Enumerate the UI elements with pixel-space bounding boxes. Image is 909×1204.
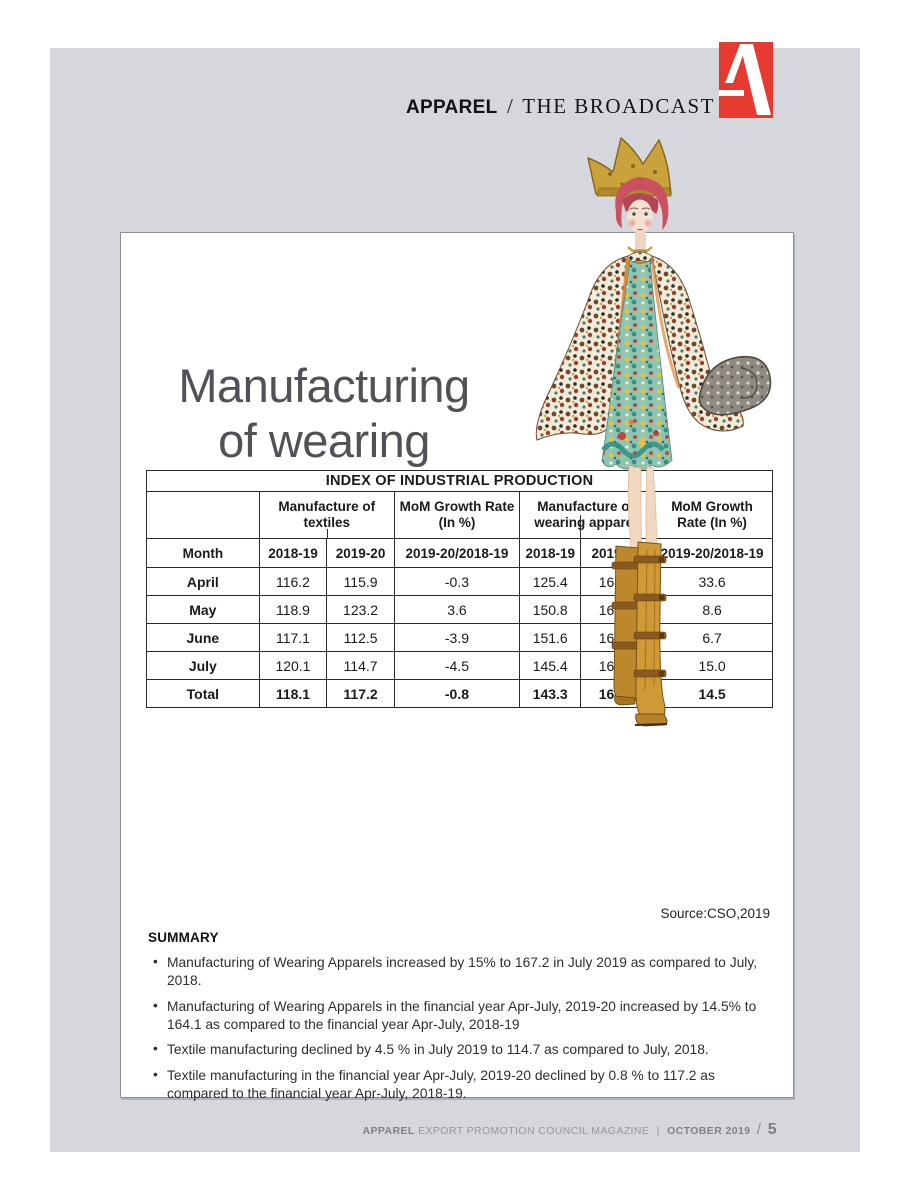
table-row: June 117.1 112.5 -3.9 151.6 161.7 6.7 — [146, 623, 773, 652]
group-header-apparel: Manufacture of wearing apparel — [519, 491, 653, 539]
iip-table: INDEX OF INDUSTRIAL PRODUCTION Manufactu… — [146, 470, 773, 708]
summary-bullet: Manufacturing of Wearing Apparels in the… — [148, 997, 768, 1035]
footer-divider: | — [656, 1125, 660, 1137]
table-cell: 14.5 — [651, 679, 773, 708]
footer-slash: / — [756, 1121, 762, 1138]
column-header-month: Month — [146, 538, 260, 568]
table-title: INDEX OF INDUSTRIAL PRODUCTION — [146, 470, 773, 492]
headline-line: of wearing — [218, 414, 430, 467]
table-row: April 116.2 115.9 -0.3 125.4 167.5 33.6 — [146, 567, 773, 596]
table-cell: 118.9 — [258, 595, 328, 624]
group-header-textiles: Manufacture of textiles — [258, 491, 395, 539]
table-cell: 167.2 — [580, 651, 653, 680]
table-cell: 123.2 — [326, 595, 395, 624]
table-cell: 125.4 — [519, 567, 582, 596]
group-header-mom-apparel: MoM Growth Rate (In %) — [651, 491, 773, 539]
table-cell: 114.7 — [326, 651, 395, 680]
table-source: Source:CSO,2019 — [660, 906, 770, 921]
month-cell: Total — [146, 679, 260, 708]
table-cell: 3.6 — [393, 595, 521, 624]
table-corner-cell — [146, 491, 260, 539]
table-cell: 116.2 — [258, 567, 328, 596]
summary-heading: SUMMARY — [148, 930, 219, 945]
table-cell: 163.7 — [580, 595, 653, 624]
month-cell: May — [146, 595, 260, 624]
headline-line: Manufacturing — [178, 359, 470, 412]
table-cell: 143.3 — [519, 679, 582, 708]
column-header: 2018-19 — [258, 538, 328, 568]
footer-brand: APPAREL — [362, 1125, 415, 1137]
summary-bullet: Manufacturing of Wearing Apparels increa… — [148, 953, 768, 991]
table-cell: 33.6 — [651, 567, 773, 596]
table-cell: -3.9 — [393, 623, 521, 652]
month-cell: July — [146, 651, 260, 680]
month-cell: June — [146, 623, 260, 652]
masthead-magazine-title: THE BROADCAST — [522, 94, 715, 118]
table-cell: 8.6 — [651, 595, 773, 624]
table-cell: 164.1 — [580, 679, 653, 708]
table-row: July 120.1 114.7 -4.5 145.4 167.2 15.0 — [146, 651, 773, 680]
apparel-logo-icon — [719, 42, 773, 118]
table-cell: 167.5 — [580, 567, 653, 596]
footer-issue: OCTOBER 2019 — [667, 1125, 751, 1137]
masthead-separator: / — [506, 94, 513, 118]
table-cell: 112.5 — [326, 623, 395, 652]
footer-page-number: 5 — [767, 1121, 777, 1138]
table-cell: 117.2 — [326, 679, 395, 708]
table-cell: -4.5 — [393, 651, 521, 680]
page-footer: APPAREL EXPORT PROMOTION COUNCIL MAGAZIN… — [363, 1121, 777, 1139]
table-cell: 151.6 — [519, 623, 582, 652]
table-cell: 161.7 — [580, 623, 653, 652]
table-total-row: Total 118.1 117.2 -0.8 143.3 164.1 14.5 — [146, 679, 773, 708]
column-header: 2018-19 — [519, 538, 582, 568]
summary-list: Manufacturing of Wearing Apparels increa… — [148, 953, 768, 1104]
summary-bullet: Textile manufacturing in the financial y… — [148, 1066, 768, 1104]
table-cell: 117.1 — [258, 623, 328, 652]
column-header: 2019-20/2018-19 — [651, 538, 773, 568]
table-cell: 145.4 — [519, 651, 582, 680]
table-cell: 15.0 — [651, 651, 773, 680]
column-header: 2019-20/2018-19 — [393, 538, 521, 568]
table-cell: 6.7 — [651, 623, 773, 652]
footer-magazine-text: EXPORT PROMOTION COUNCIL MAGAZINE — [418, 1125, 650, 1137]
table-row: May 118.9 123.2 3.6 150.8 163.7 8.6 — [146, 595, 773, 624]
masthead-brand: APPAREL — [406, 97, 498, 118]
table-cell: 150.8 — [519, 595, 582, 624]
table-cell: 115.9 — [326, 567, 395, 596]
month-cell: April — [146, 567, 260, 596]
group-header-mom-textiles: MoM Growth Rate (In %) — [393, 491, 521, 539]
column-header: 2019-20 — [580, 538, 653, 568]
table-cell: -0.8 — [393, 679, 521, 708]
table-cell: 120.1 — [258, 651, 328, 680]
summary-section: SUMMARY Manufacturing of Wearing Apparel… — [148, 930, 768, 1110]
table-cell: 118.1 — [258, 679, 328, 708]
summary-bullet: Textile manufacturing declined by 4.5 % … — [148, 1040, 768, 1059]
table-cell: -0.3 — [393, 567, 521, 596]
column-header: 2019-20 — [326, 538, 395, 568]
masthead: APPAREL / THE BROADCAST — [406, 94, 715, 119]
